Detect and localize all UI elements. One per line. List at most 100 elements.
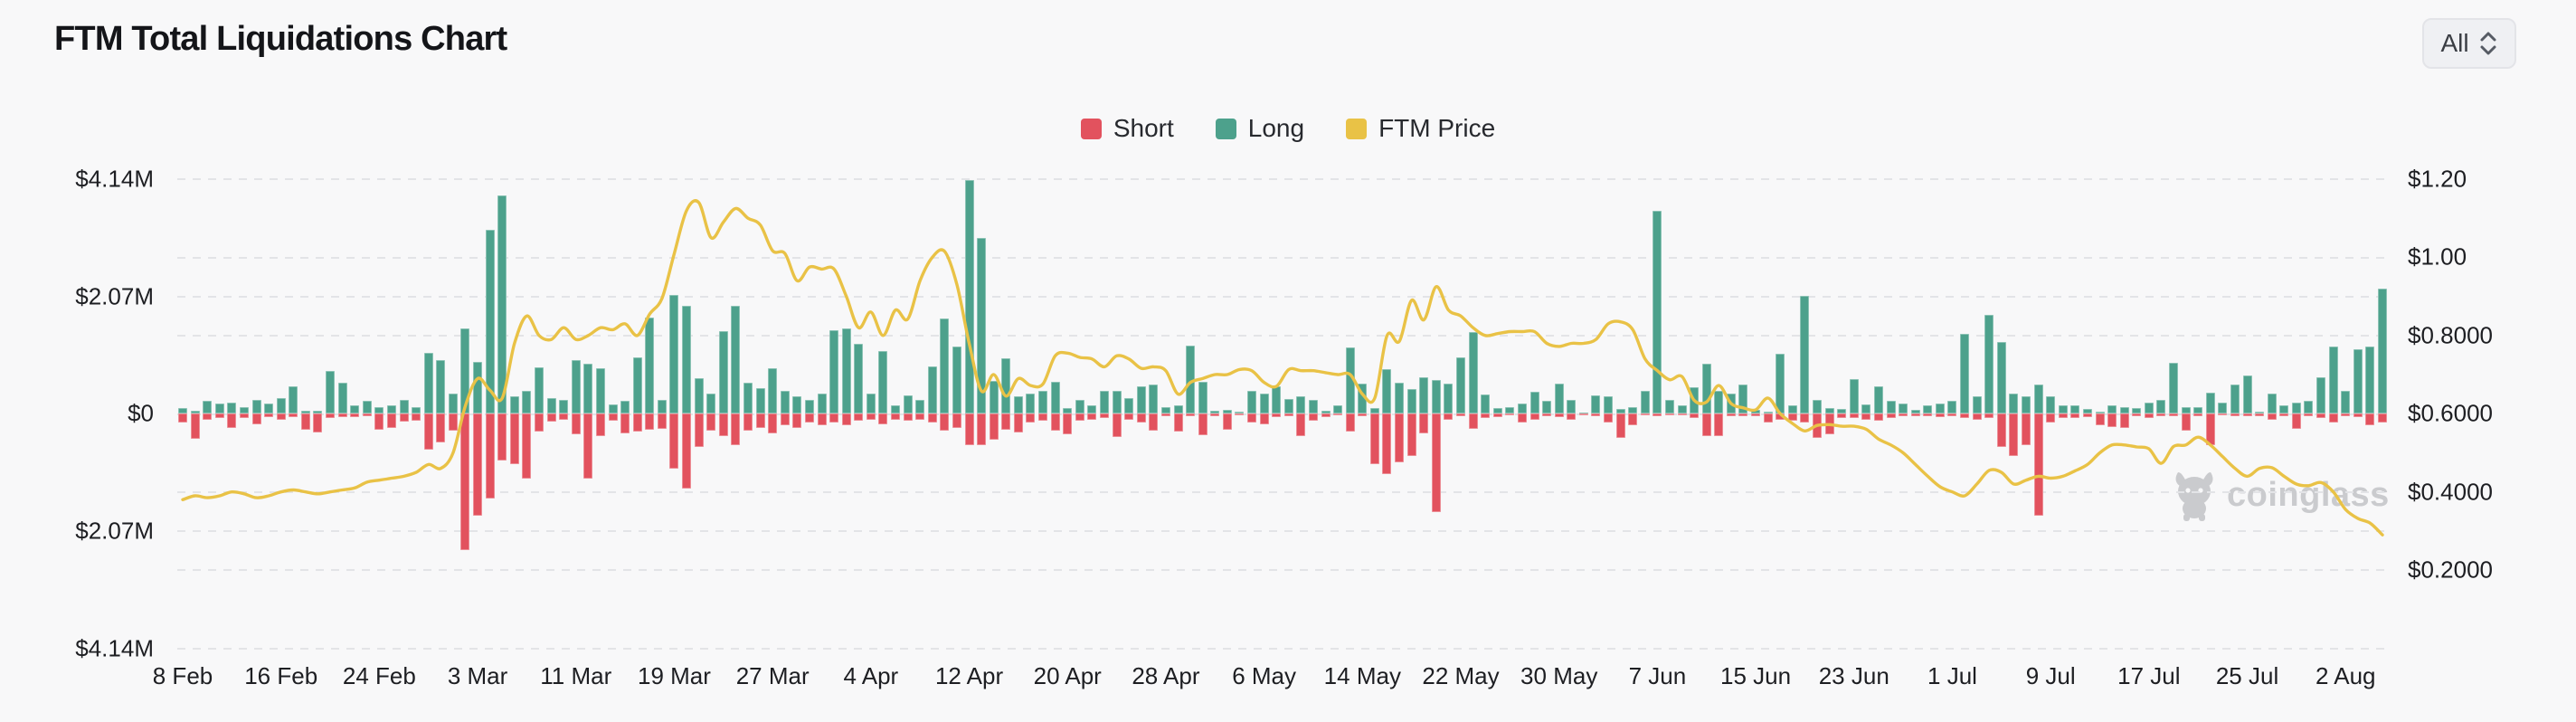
short-bar <box>2144 413 2154 419</box>
short-bar <box>1050 413 1060 432</box>
legend-item-ftm-price[interactable]: FTM Price <box>1346 114 1495 143</box>
short-bar <box>2046 413 2056 423</box>
short-bar <box>1001 413 1011 430</box>
long-bar <box>1714 391 1724 414</box>
long-bar <box>989 380 999 414</box>
long-bar <box>927 366 937 414</box>
long-bar <box>1554 384 1564 414</box>
long-bar <box>448 394 458 414</box>
long-bar <box>2279 404 2289 414</box>
long-bar <box>1481 394 1491 414</box>
long-bar <box>214 403 224 414</box>
long-bar <box>2169 362 2179 414</box>
short-bar <box>423 413 433 451</box>
long-bar <box>1923 404 1933 414</box>
long-bar <box>1776 354 1785 414</box>
long-bar <box>1653 211 1662 414</box>
short-bar <box>1886 413 1896 419</box>
long-bar <box>1198 381 1208 414</box>
short-bar <box>1849 413 1859 418</box>
short-bar <box>571 413 581 435</box>
short-bar <box>190 413 200 440</box>
y-axis-label-right: $0.6000 <box>2408 399 2493 427</box>
y-axis-label-right: $1.00 <box>2408 242 2467 271</box>
short-bar <box>1259 413 1269 424</box>
long-bar <box>2291 402 2301 414</box>
y-axis-label-left: $2.07M <box>75 517 154 545</box>
short-bar <box>1345 413 1355 432</box>
short-bar <box>657 413 667 429</box>
short-bar <box>669 413 679 469</box>
long-bar <box>2230 385 2240 414</box>
y-axis-label-right: $0.4000 <box>2408 478 2493 506</box>
long-bar <box>1996 342 2006 414</box>
legend-item-short[interactable]: Short <box>1080 114 1174 143</box>
short-bar <box>1468 413 1478 430</box>
long-bar <box>1358 384 1368 414</box>
short-bar <box>768 413 778 434</box>
long-bar <box>1591 394 1601 414</box>
legend-label: Short <box>1113 114 1174 142</box>
short-bar <box>841 413 851 425</box>
long-bar <box>645 317 655 414</box>
short-bar <box>731 413 741 445</box>
short-bar <box>326 413 336 419</box>
gridline <box>177 647 2388 650</box>
long-bar <box>657 399 667 414</box>
short-bar <box>1701 413 1711 437</box>
long-bar <box>2095 412 2105 414</box>
short-bar <box>362 413 372 417</box>
short-bar <box>1960 413 1970 419</box>
range-selector[interactable]: All <box>2422 18 2516 69</box>
long-bar <box>1468 332 1478 414</box>
short-bar <box>2095 413 2105 425</box>
short-bar <box>2169 413 2179 416</box>
long-bar <box>1960 333 1970 414</box>
short-bar <box>645 413 655 431</box>
long-bar <box>977 238 987 414</box>
x-axis-label: 8 Feb <box>152 662 213 689</box>
short-bar <box>1505 413 1515 415</box>
legend-item-long[interactable]: Long <box>1215 114 1304 143</box>
long-bar <box>2328 347 2338 414</box>
short-bar <box>227 413 237 428</box>
short-bar <box>1395 413 1405 463</box>
x-axis-label: 20 Apr <box>1033 662 1102 689</box>
short-bar <box>2218 413 2228 416</box>
short-bar <box>1099 413 1109 419</box>
short-bar <box>546 413 556 423</box>
long-bar <box>854 343 864 414</box>
short-bar <box>1481 413 1491 419</box>
short-bar <box>829 413 839 423</box>
y-axis-label-right: $1.20 <box>2408 165 2467 193</box>
range-selector-value: All <box>2440 29 2469 57</box>
long-bar <box>251 399 261 414</box>
short-bar <box>264 413 274 417</box>
long-bar <box>1419 377 1429 414</box>
short-bar <box>1247 413 1257 423</box>
short-bar <box>251 413 261 424</box>
long-bar <box>399 399 409 414</box>
x-axis-label: 7 Jun <box>1628 662 1687 689</box>
long-bar <box>1160 406 1170 414</box>
short-bar <box>1628 413 1638 425</box>
long-bar <box>1149 384 1159 414</box>
short-bar <box>412 413 421 421</box>
long-bar <box>1247 391 1257 414</box>
short-bar <box>313 413 323 432</box>
long-bar <box>731 306 741 414</box>
long-bar <box>1296 396 1306 414</box>
short-bar <box>1222 413 1232 430</box>
short-bar <box>2255 413 2265 416</box>
short-bar <box>203 413 213 420</box>
long-bar <box>473 361 483 414</box>
long-bar <box>571 359 581 414</box>
short-bar <box>289 413 298 417</box>
short-bar <box>1653 413 1662 417</box>
gridline <box>177 295 2388 298</box>
long-bar <box>768 368 778 414</box>
x-axis-label: 16 Feb <box>244 662 318 689</box>
short-bar <box>1272 413 1282 417</box>
